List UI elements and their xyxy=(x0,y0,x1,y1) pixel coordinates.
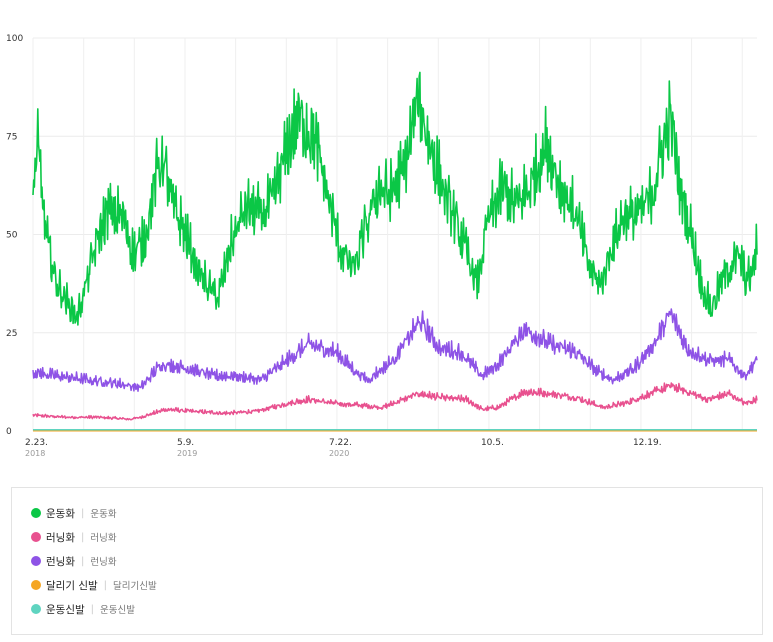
legend-item-런닝화[interactable]: 런닝화 | 런닝화 xyxy=(31,553,117,569)
x-tick-label: 5.9. xyxy=(177,438,194,448)
plot-area xyxy=(32,71,758,432)
series-line-런닝화 xyxy=(32,308,758,392)
series-dot-icon xyxy=(31,532,41,542)
series-line-러닝화 xyxy=(32,382,758,421)
legend-series-keyword: 운동신발 xyxy=(100,605,135,616)
y-tick-label: 50 xyxy=(6,231,18,241)
legend-item-운동화[interactable]: 운동화 | 운동화 xyxy=(31,505,117,521)
legend-separator: | xyxy=(80,507,85,519)
legend-series-name: 러닝화 xyxy=(46,531,75,544)
legend: 운동화 | 운동화 러닝화 | 러닝화 런닝화 | 런닝화 달리기 신발 | 달… xyxy=(11,487,763,635)
legend-series-keyword: 운동화 xyxy=(90,509,117,520)
legend-series-keyword: 런닝화 xyxy=(90,557,117,568)
x-tick-year: 2018 xyxy=(25,449,45,458)
y-tick-label: 100 xyxy=(6,34,23,44)
legend-series-keyword: 달리기신발 xyxy=(113,581,157,592)
y-tick-label: 0 xyxy=(6,427,12,437)
legend-separator: | xyxy=(103,579,108,591)
legend-item-러닝화[interactable]: 러닝화 | 러닝화 xyxy=(31,529,117,545)
series-line-운동화 xyxy=(32,71,758,326)
legend-separator: | xyxy=(80,531,85,543)
x-tick-year: 2020 xyxy=(329,449,349,458)
x-axis: 2.23.2018 5.9.2019 7.22.2020 10.5. 12.19. xyxy=(25,430,757,458)
x-tick-label: 10.5. xyxy=(481,438,504,448)
series-dot-icon xyxy=(31,604,41,614)
series-dot-icon xyxy=(31,556,41,566)
legend-series-name: 운동신발 xyxy=(46,603,85,616)
legend-separator: | xyxy=(80,555,85,567)
legend-series-name: 달리기 신발 xyxy=(46,579,98,592)
x-tick-label: 2.23. xyxy=(25,438,48,448)
trend-chart: 0 25 50 75 100 2.23.2018 5.9.2019 7.22.2020 10.… xyxy=(6,34,758,458)
legend-item-운동신발[interactable]: 운동신발 | 운동신발 xyxy=(31,601,135,617)
legend-separator: | xyxy=(90,603,95,615)
legend-series-name: 런닝화 xyxy=(46,555,75,568)
y-tick-label: 75 xyxy=(6,132,17,142)
y-tick-label: 25 xyxy=(6,329,17,339)
x-tick-year: 2019 xyxy=(177,449,197,458)
legend-item-달리기-신발[interactable]: 달리기 신발 | 달리기신발 xyxy=(31,577,157,593)
y-axis: 0 25 50 75 100 xyxy=(6,34,23,437)
legend-series-name: 운동화 xyxy=(46,507,75,520)
x-tick-label: 7.22. xyxy=(329,438,352,448)
series-dot-icon xyxy=(31,508,41,518)
legend-series-keyword: 러닝화 xyxy=(90,533,117,544)
x-tick-label: 12.19. xyxy=(633,438,662,448)
series-dot-icon xyxy=(31,580,41,590)
